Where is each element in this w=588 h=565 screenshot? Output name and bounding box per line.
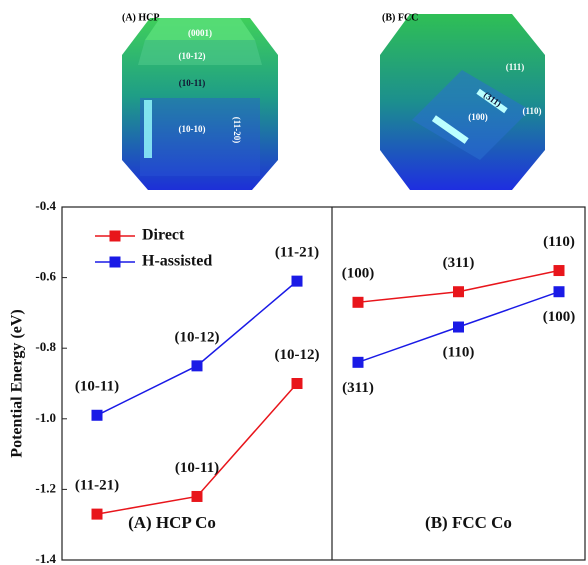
marker (554, 286, 565, 297)
facet-label: (110) (523, 106, 542, 116)
marker (453, 286, 464, 297)
y-tick-label: -0.6 (35, 269, 56, 284)
y-tick-label: -0.8 (35, 339, 56, 354)
point-label: (10-12) (275, 347, 320, 363)
marker (192, 491, 203, 502)
panel-title: (A) HCP Co (128, 513, 216, 532)
point-label: (10-11) (75, 379, 119, 395)
point-label: (100) (543, 309, 576, 325)
image-title: (A) HCP (122, 12, 160, 23)
marker (353, 357, 364, 368)
hcp-crystal (122, 18, 278, 190)
marker (453, 322, 464, 333)
legend-label: H-assisted (142, 253, 212, 270)
point-label: (311) (443, 255, 475, 271)
point-label: (10-11) (175, 460, 219, 476)
point-label: (311) (342, 380, 374, 396)
point-label: (11-21) (75, 478, 119, 494)
image-title: (B) FCC (382, 12, 418, 23)
point-label: (11-21) (275, 245, 319, 261)
facet-label: (111) (506, 62, 525, 72)
marker (554, 265, 565, 276)
y-tick-label: -0.4 (35, 198, 56, 213)
point-label: (10-12) (175, 329, 220, 345)
fcc-crystal (380, 14, 545, 190)
facet-label: (0001) (188, 28, 212, 38)
y-tick-label: -1.2 (35, 480, 56, 495)
facet-label: (10-12) (179, 51, 206, 61)
marker (353, 297, 364, 308)
point-label: (100) (342, 266, 375, 282)
facet-label: (10-11) (179, 78, 206, 88)
legend-label: Direct (142, 227, 185, 244)
facet-label: (100) (468, 112, 488, 122)
panel-title: (B) FCC Co (425, 513, 512, 532)
y-tick-label: -1.4 (35, 551, 56, 565)
facet-label: (11-20) (232, 117, 242, 144)
marker (292, 378, 303, 389)
marker (292, 276, 303, 287)
point-label: (110) (443, 344, 475, 360)
marker (92, 410, 103, 421)
figure: (A) HCP (0001) (10-12) (10-11) (10-10) (… (0, 0, 588, 565)
facet-label: (10-10) (179, 124, 206, 134)
marker (92, 509, 103, 520)
legend-marker (110, 231, 121, 242)
y-axis-label: Potential Energy (eV) (9, 309, 26, 457)
marker (192, 360, 203, 371)
series-line (97, 281, 297, 415)
legend-marker (110, 257, 121, 268)
y-tick-label: -1.0 (35, 410, 56, 425)
point-label: (110) (543, 234, 575, 250)
